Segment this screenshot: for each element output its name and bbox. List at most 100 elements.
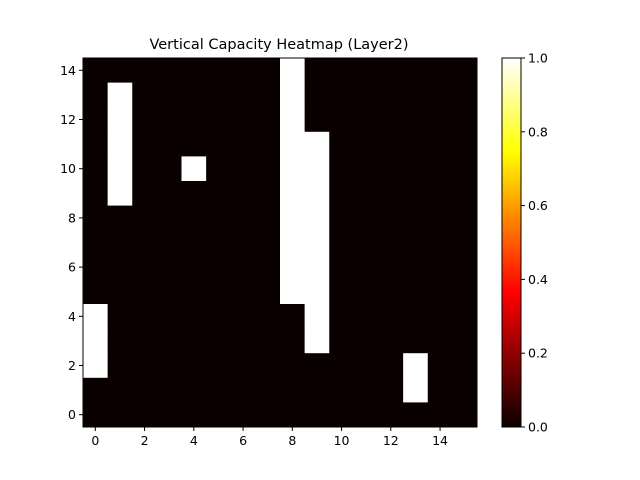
heatmap-cell: [255, 156, 281, 182]
heatmap-cell: [132, 254, 158, 280]
heatmap-cell: [230, 402, 256, 428]
heatmap-cell: [83, 279, 109, 305]
heatmap-cell: [280, 304, 306, 329]
heatmap-cell: [181, 328, 207, 354]
heatmap-cell: [452, 205, 478, 231]
heatmap-cell: [156, 279, 182, 305]
y-tick-label: 10: [60, 161, 76, 176]
heatmap-cell: [83, 58, 109, 83]
heatmap-cell: [255, 131, 281, 157]
heatmap-cell: [181, 131, 207, 157]
heatmap-cell: [132, 328, 158, 354]
heatmap-cell: [304, 254, 330, 280]
colorbar-tick-label: 0.8: [528, 124, 548, 139]
heatmap-cell: [403, 377, 429, 403]
heatmap-cell: [452, 107, 478, 133]
heatmap-cell: [230, 82, 256, 108]
heatmap-cell: [304, 156, 330, 182]
heatmap-cell: [353, 254, 379, 280]
heatmap-cell: [329, 58, 355, 83]
heatmap-cell: [107, 131, 133, 157]
heatmap-cell: [132, 377, 158, 403]
heatmap-cell: [107, 58, 133, 83]
heatmap-cell: [206, 82, 232, 108]
heatmap-cell: [329, 205, 355, 231]
heatmap-cell: [378, 107, 404, 133]
x-tick-label: 2: [141, 433, 149, 448]
heatmap-cell: [107, 328, 133, 354]
heatmap-cell: [255, 328, 281, 354]
heatmap-cell: [452, 304, 478, 329]
heatmap-cell: [452, 131, 478, 157]
heatmap-cell: [378, 205, 404, 231]
heatmap-cell: [329, 254, 355, 280]
heatmap-cell: [230, 181, 256, 206]
heatmap-cell: [83, 328, 109, 354]
heatmap-cell: [329, 156, 355, 182]
heatmap-cell: [181, 82, 207, 108]
heatmap-cell: [378, 156, 404, 182]
heatmap-cell: [353, 402, 379, 428]
y-tick-label: 2: [68, 358, 76, 373]
heatmap-cell: [255, 181, 281, 206]
heatmap-cell: [107, 377, 133, 403]
heatmap-cell: [403, 58, 429, 83]
heatmap-cell: [452, 353, 478, 379]
heatmap-cell: [403, 107, 429, 133]
heatmap-cell: [403, 156, 429, 182]
heatmap-cell: [83, 131, 109, 157]
heatmap-cell: [206, 377, 232, 403]
heatmap-cell: [353, 58, 379, 83]
heatmap-cell: [280, 230, 306, 256]
heatmap-cell: [255, 254, 281, 280]
heatmap-cell: [427, 107, 453, 133]
y-tick-label: 4: [68, 309, 76, 324]
heatmap-cells: [83, 58, 478, 428]
heatmap-cell: [329, 304, 355, 329]
heatmap-cell: [280, 107, 306, 133]
heatmap-cell: [132, 279, 158, 305]
heatmap-cell: [230, 353, 256, 379]
heatmap-cell: [304, 279, 330, 305]
colorbar-tick-label: 1.0: [528, 51, 548, 66]
heatmap-cell: [255, 58, 281, 83]
x-axis: 0 2 4 6 8 10 12 14: [91, 427, 448, 448]
heatmap-cell: [329, 82, 355, 108]
heatmap-cell: [427, 279, 453, 305]
heatmap-cell: [304, 230, 330, 256]
x-tick-label: 8: [288, 433, 296, 448]
heatmap-cell: [353, 304, 379, 329]
heatmap-cell: [181, 279, 207, 305]
heatmap-cell: [403, 402, 429, 428]
y-tick-label: 12: [60, 112, 76, 127]
heatmap-cell: [230, 304, 256, 329]
heatmap-cell: [83, 107, 109, 133]
heatmap-cell: [132, 402, 158, 428]
heatmap-cell: [206, 328, 232, 354]
colorbar-axis: 0.0 0.2 0.4 0.6 0.8 1.0: [521, 51, 548, 435]
heatmap-cell: [329, 328, 355, 354]
heatmap-cell: [206, 107, 232, 133]
heatmap-cell: [378, 304, 404, 329]
heatmap-cell: [378, 254, 404, 280]
heatmap-cell: [353, 230, 379, 256]
heatmap-cell: [378, 353, 404, 379]
heatmap-cell: [132, 205, 158, 231]
heatmap-cell: [230, 131, 256, 157]
heatmap-cell: [206, 230, 232, 256]
heatmap-cell: [156, 107, 182, 133]
heatmap-cell: [329, 131, 355, 157]
heatmap-cell: [378, 82, 404, 108]
heatmap-cell: [427, 377, 453, 403]
colorbar-tick-label: 0.6: [528, 198, 548, 213]
heatmap-cell: [329, 353, 355, 379]
heatmap-cell: [304, 402, 330, 428]
heatmap-cell: [255, 353, 281, 379]
heatmap-cell: [378, 279, 404, 305]
heatmap-cell: [206, 402, 232, 428]
heatmap-cell: [206, 58, 232, 83]
heatmap-cell: [403, 353, 429, 379]
heatmap-cell: [378, 230, 404, 256]
heatmap-cell: [156, 156, 182, 182]
heatmap-cell: [280, 82, 306, 108]
